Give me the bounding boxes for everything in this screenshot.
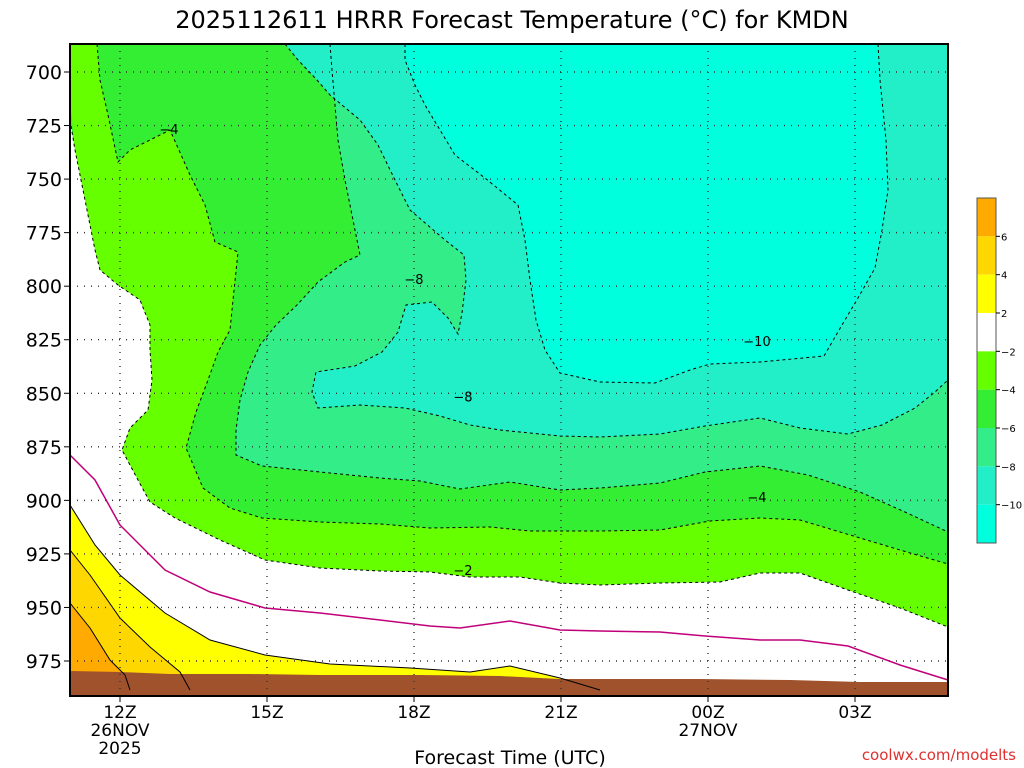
x-tick-label: 18Z	[397, 703, 430, 723]
x-tick-label: 03Z	[838, 703, 871, 723]
contour-plus6	[69, 602, 131, 691]
contour-label: −8	[404, 273, 423, 288]
legend-label: 6	[1001, 232, 1007, 243]
plot-area	[70, 44, 948, 696]
legend-label: −8	[1001, 462, 1016, 473]
legend-label: 4	[1001, 271, 1007, 282]
legend-swatch	[977, 466, 996, 505]
y-tick-label: 825	[26, 330, 62, 352]
legend-label: −2	[1001, 347, 1016, 358]
contour-lines	[69, 43, 949, 691]
y-tick-label: 850	[26, 383, 62, 405]
contour-label: −2	[453, 564, 472, 579]
legend-swatch	[977, 351, 996, 390]
band-4-to-6	[70, 603, 130, 690]
y-tick-label: 900	[26, 490, 62, 512]
band-0-to-2	[70, 505, 600, 690]
contour-minus10	[404, 43, 889, 384]
y-tick-label: 750	[26, 169, 62, 191]
band-minus4-to-minus2	[70, 44, 948, 627]
band-below-minus10	[405, 44, 888, 383]
contour-minus6	[235, 43, 949, 533]
contour-plus4	[69, 549, 191, 691]
contour-labels: −4 −8 −10 −8 −4 −2	[159, 123, 770, 579]
legend-swatch	[977, 313, 996, 352]
color-legend: 6 4 2 −2 −4 −6 −8 −10	[976, 197, 1022, 544]
contour-label: −4	[159, 123, 178, 138]
x-tick-sublabel: 26NOV	[90, 721, 149, 741]
band-minus10-to-minus8	[285, 44, 948, 437]
contour-zero	[69, 454, 949, 681]
y-tick-label: 775	[26, 223, 62, 245]
contour-label: −4	[747, 491, 766, 506]
legend-label: −6	[1001, 424, 1016, 435]
contour-plus2	[69, 504, 601, 691]
chart-title: 2025112611 HRRR Forecast Temperature (°C…	[175, 6, 849, 34]
x-axis-label: Forecast Time (UTC)	[414, 747, 605, 768]
y-tick-label: 700	[26, 62, 62, 84]
ground-terrain	[70, 671, 948, 696]
y-tick-label: 925	[26, 544, 62, 566]
y-tick-label: 975	[26, 651, 62, 673]
y-tick-label: 950	[26, 597, 62, 619]
legend-label: −10	[1001, 501, 1022, 512]
y-tick-label: 875	[26, 437, 62, 459]
plot-border	[69, 43, 949, 697]
contour-minus4	[96, 43, 949, 565]
legend-label: 2	[1001, 309, 1007, 320]
contour-minus8	[284, 43, 949, 438]
contour-label: −10	[743, 335, 770, 350]
x-tick-sublabel: 2025	[98, 739, 141, 759]
y-axis-ticks: 700 725 750 775 800 825 850 875 900 925 950 975	[26, 62, 70, 673]
y-tick-label: 725	[26, 116, 62, 138]
legend-swatch	[977, 504, 996, 543]
x-tick-label: 00Z	[691, 703, 724, 723]
legend-border	[976, 197, 997, 544]
x-tick-label: 15Z	[250, 703, 283, 723]
legend-swatch	[977, 198, 996, 237]
contour-label: −8	[453, 391, 472, 406]
legend-swatch	[977, 274, 996, 313]
y-tick-label: 800	[26, 276, 62, 298]
legend-swatch	[977, 236, 996, 275]
contour-minus2	[69, 119, 949, 628]
legend-swatch	[977, 389, 996, 428]
credit-link[interactable]: coolwx.com/modelts	[862, 746, 1016, 764]
x-tick-label: 12Z	[103, 703, 136, 723]
legend-swatch	[977, 428, 996, 467]
x-tick-label: 21Z	[544, 703, 577, 723]
x-tick-sublabel: 27NOV	[678, 721, 737, 741]
legend-label: −4	[1001, 386, 1016, 397]
